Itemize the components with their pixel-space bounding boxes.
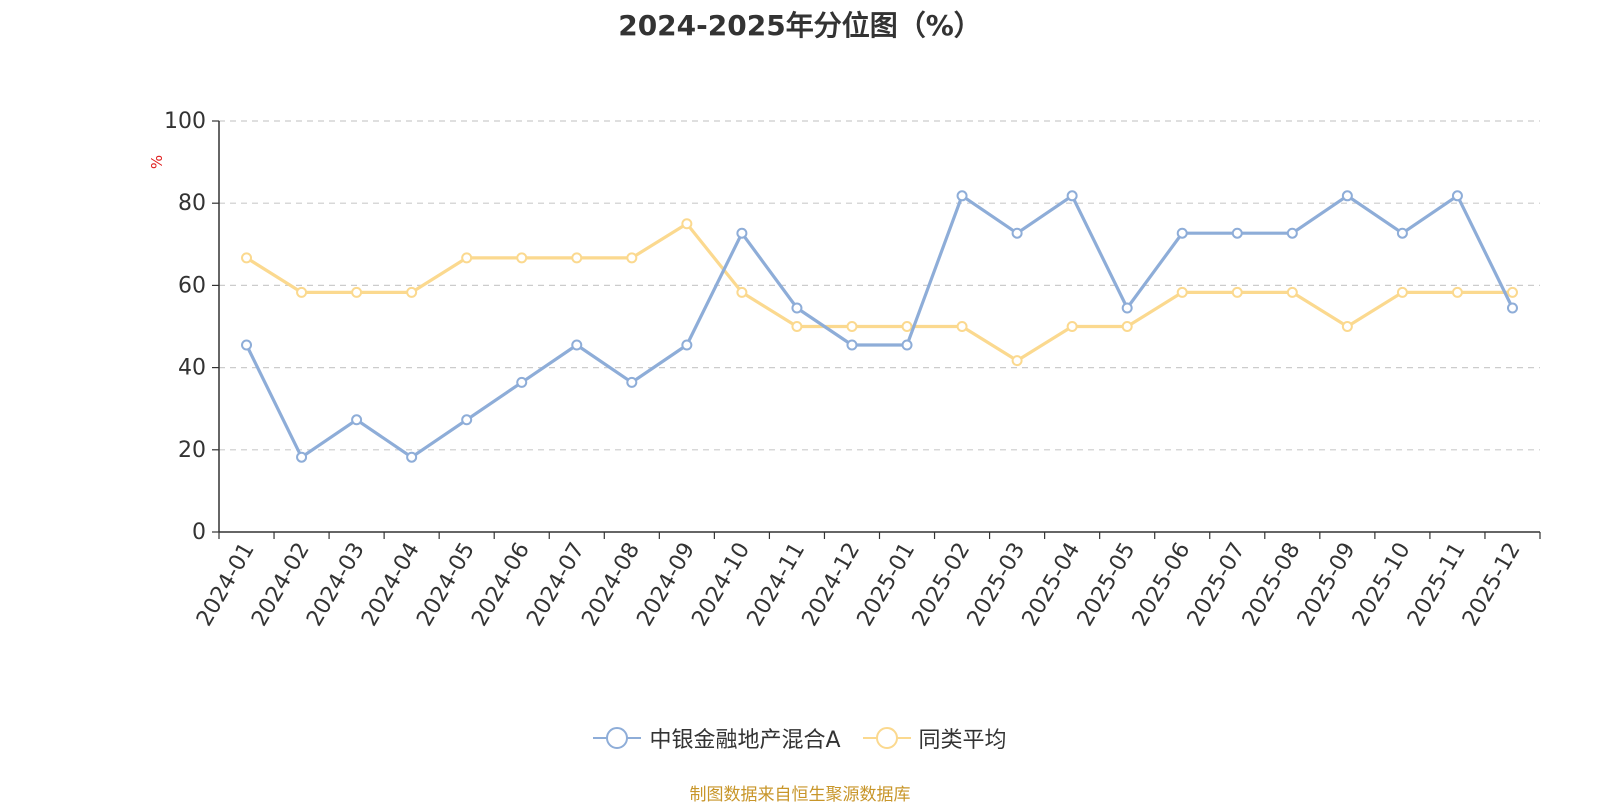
data-point-series-2 bbox=[406, 286, 418, 298]
data-point-series-2 bbox=[956, 321, 968, 332]
data-point-series-1 bbox=[406, 451, 418, 463]
data-point-series-2 bbox=[1176, 286, 1188, 298]
data-point-series-2 bbox=[846, 321, 858, 332]
data-point-series-2 bbox=[681, 218, 693, 230]
data-point-series-2 bbox=[1011, 355, 1023, 367]
data-point-series-1 bbox=[351, 414, 363, 426]
data-point-series-2 bbox=[1231, 286, 1243, 298]
y-tick-label: 40 bbox=[178, 356, 206, 381]
legend-swatch-series-1 bbox=[593, 726, 642, 750]
y-tick-label: 100 bbox=[164, 109, 206, 134]
data-point-series-2 bbox=[461, 252, 473, 264]
series-line-1 bbox=[245, 194, 1514, 459]
data-point-series-1 bbox=[846, 339, 858, 351]
data-point-series-1 bbox=[241, 339, 253, 351]
data-point-series-1 bbox=[736, 227, 748, 239]
legend-label-series-1: 中银金融地产混合A bbox=[649, 728, 841, 753]
data-point-series-1 bbox=[1396, 227, 1408, 239]
data-point-series-2 bbox=[1286, 286, 1298, 298]
data-point-series-2 bbox=[516, 252, 528, 264]
data-point-series-2 bbox=[1451, 286, 1463, 298]
data-point-series-2 bbox=[901, 321, 913, 332]
legend-label-series-2: 同类平均 bbox=[918, 728, 1007, 753]
data-point-series-1 bbox=[571, 339, 583, 351]
series-line-2 bbox=[245, 222, 1513, 363]
data-point-series-1 bbox=[681, 339, 693, 351]
data-point-series-1 bbox=[1011, 227, 1023, 239]
data-source-note: 制图数据来自恒生聚源数据库 bbox=[689, 785, 911, 805]
data-point-series-2 bbox=[571, 252, 583, 264]
data-point-series-2 bbox=[1341, 321, 1353, 332]
data-point-series-1 bbox=[516, 376, 528, 388]
data-point-series-1 bbox=[1286, 227, 1298, 239]
y-tick-label: 0 bbox=[192, 520, 206, 545]
data-point-series-1 bbox=[791, 302, 803, 314]
legend-item-series-1[interactable]: 中银金融地产混合A bbox=[593, 722, 841, 754]
data-point-series-2 bbox=[1066, 321, 1078, 332]
data-point-series-1 bbox=[461, 414, 473, 426]
data-point-series-1 bbox=[1506, 302, 1518, 314]
y-tick-label: 80 bbox=[178, 191, 206, 216]
y-tick-label: 60 bbox=[178, 273, 206, 298]
data-point-series-1 bbox=[1121, 302, 1133, 314]
data-point-series-2 bbox=[241, 252, 253, 264]
data-point-series-2 bbox=[736, 286, 748, 298]
data-point-series-2 bbox=[1396, 286, 1408, 298]
data-point-series-1 bbox=[1066, 190, 1078, 202]
legend-item-series-2[interactable]: 同类平均 bbox=[862, 722, 1007, 754]
data-point-series-1 bbox=[296, 451, 308, 463]
data-point-series-2 bbox=[626, 252, 638, 264]
data-point-series-1 bbox=[956, 190, 968, 202]
data-point-series-1 bbox=[1231, 227, 1243, 239]
legend-swatch-series-2 bbox=[862, 726, 911, 750]
data-point-series-1 bbox=[626, 376, 638, 388]
y-tick-label: 20 bbox=[178, 438, 206, 463]
data-point-series-2 bbox=[1121, 321, 1133, 332]
data-point-series-1 bbox=[1176, 227, 1188, 239]
y-axis-label: % bbox=[148, 155, 166, 169]
data-point-series-2 bbox=[351, 286, 363, 298]
data-point-series-1 bbox=[1341, 190, 1353, 202]
chart-title: 2024-2025年分位图（%） bbox=[618, 9, 982, 42]
data-point-series-2 bbox=[791, 321, 803, 332]
chart-legend[interactable]: 中银金融地产混合A 同类平均 bbox=[0, 722, 1600, 754]
data-point-series-1 bbox=[901, 339, 913, 351]
data-point-series-1 bbox=[1451, 190, 1463, 202]
data-point-series-2 bbox=[1506, 286, 1518, 298]
data-point-series-2 bbox=[296, 286, 308, 298]
